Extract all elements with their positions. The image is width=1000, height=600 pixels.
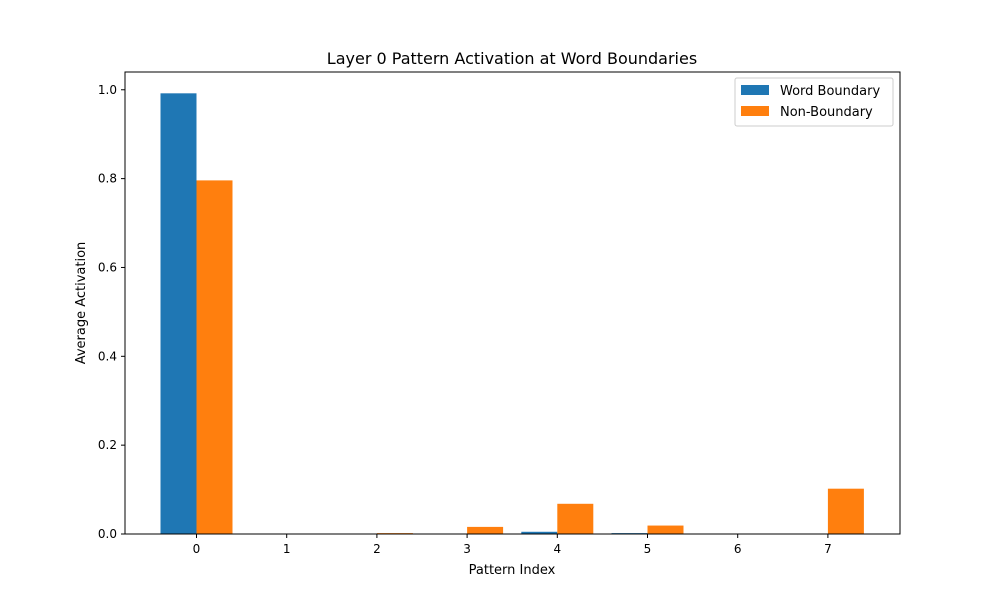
- x-tick-label: 7: [824, 542, 832, 556]
- bar-non-boundary-4: [557, 503, 594, 534]
- x-tick-label: 5: [644, 542, 652, 556]
- plot-frame: [124, 71, 901, 535]
- bar-non-boundary-5: [647, 525, 684, 534]
- legend-label-non-boundary: Non-Boundary: [780, 105, 873, 120]
- legend-swatch-word-boundary: [741, 85, 769, 95]
- x-tick-label: 1: [283, 542, 291, 556]
- bar-non-boundary-0: [196, 180, 233, 534]
- bar-word-boundary-4: [521, 531, 558, 534]
- y-tick-label: 0.0: [98, 527, 117, 541]
- legend-box: [734, 77, 894, 127]
- y-tick-label: 0.2: [98, 438, 117, 452]
- x-tick-label: 4: [553, 542, 561, 556]
- x-tick-label: 3: [463, 542, 471, 556]
- y-tick-label: 0.6: [98, 260, 117, 274]
- y-tick-label: 0.4: [98, 349, 117, 363]
- chart-title: Layer 0 Pattern Activation at Word Bound…: [327, 49, 697, 68]
- bar-non-boundary-3: [467, 526, 504, 534]
- x-tick-label: 6: [734, 542, 742, 556]
- x-axis: 0 1 2 3 4 5 6 7: [193, 534, 832, 556]
- legend-label-word-boundary: Word Boundary: [780, 84, 880, 99]
- x-tick-label: 2: [373, 542, 381, 556]
- y-tick-label: 1.0: [98, 83, 117, 97]
- x-tick-label: 0: [193, 542, 201, 556]
- x-axis-label: Pattern Index: [469, 563, 556, 578]
- legend: Word Boundary Non-Boundary: [734, 77, 894, 127]
- y-axis-label: Average Activation: [74, 242, 89, 365]
- bar-word-boundary-0: [160, 93, 197, 535]
- y-axis: 0.0 0.2 0.4 0.6 0.8 1.0: [98, 83, 125, 541]
- bar-non-boundary-7: [827, 488, 864, 534]
- y-tick-label: 0.8: [98, 172, 117, 186]
- legend-swatch-non-boundary: [741, 106, 769, 116]
- bars-layer: [160, 93, 864, 535]
